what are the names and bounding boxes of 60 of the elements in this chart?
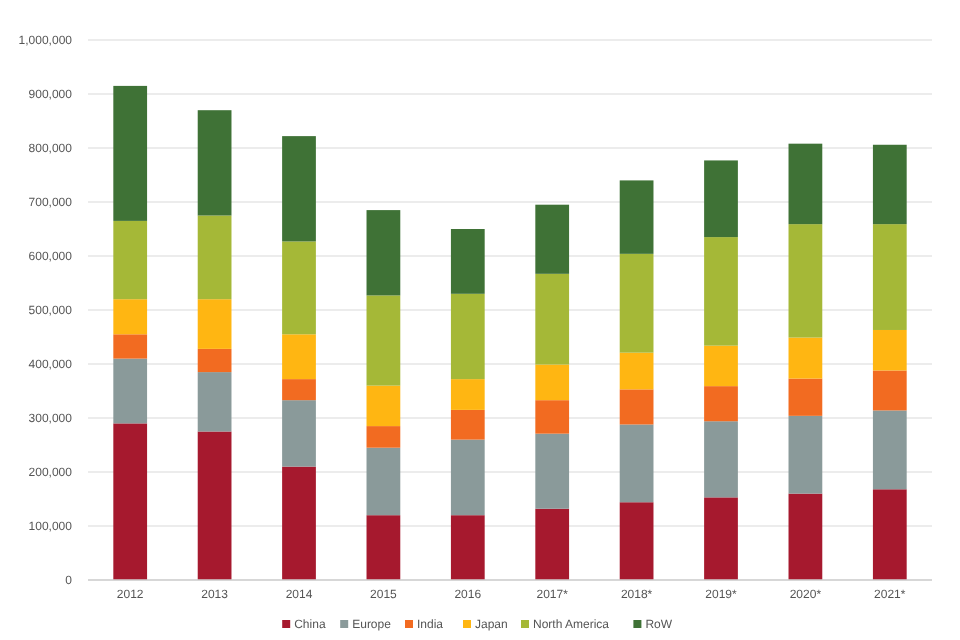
bar xyxy=(450,229,485,294)
bar xyxy=(619,389,654,425)
bar xyxy=(366,447,401,516)
bar xyxy=(872,410,907,490)
bar xyxy=(197,372,232,432)
bar xyxy=(197,431,232,580)
bar xyxy=(282,466,316,580)
bar xyxy=(619,180,654,254)
bar xyxy=(197,215,232,300)
bar xyxy=(619,352,654,390)
bar xyxy=(450,379,485,410)
bar xyxy=(282,241,316,335)
bar xyxy=(872,329,907,371)
bar xyxy=(535,273,570,365)
bar xyxy=(535,204,570,274)
bar xyxy=(619,253,654,353)
bar xyxy=(450,439,485,516)
bar xyxy=(704,237,738,346)
bar xyxy=(704,160,738,238)
bar xyxy=(788,378,823,416)
bar xyxy=(704,345,738,387)
bar xyxy=(113,358,148,424)
bar xyxy=(197,110,232,216)
bar xyxy=(535,400,570,434)
bar xyxy=(535,508,570,580)
bar xyxy=(282,400,316,467)
bar xyxy=(872,144,907,225)
bar xyxy=(450,409,485,440)
bar xyxy=(788,337,823,379)
bar xyxy=(366,426,401,448)
bar xyxy=(788,493,823,580)
bar xyxy=(113,423,148,580)
bar xyxy=(113,334,148,359)
bar xyxy=(704,497,738,580)
bar xyxy=(704,386,738,422)
bar xyxy=(366,385,401,427)
bar xyxy=(282,334,316,380)
bar xyxy=(450,515,485,580)
bar xyxy=(788,224,823,338)
bar xyxy=(788,415,823,494)
bar xyxy=(704,421,738,498)
bar xyxy=(366,515,401,580)
bar xyxy=(450,293,485,380)
bar xyxy=(366,295,401,386)
bar xyxy=(872,224,907,330)
bar xyxy=(535,364,570,401)
bar xyxy=(197,299,232,349)
bar xyxy=(113,85,148,221)
bar xyxy=(872,370,907,411)
bar xyxy=(788,143,823,225)
bar xyxy=(535,433,570,509)
bar xyxy=(113,220,148,300)
bar xyxy=(197,348,232,373)
bar xyxy=(619,502,654,580)
bar xyxy=(113,299,148,335)
bar xyxy=(282,136,316,242)
bar xyxy=(282,379,316,401)
bar xyxy=(366,210,401,296)
bar xyxy=(619,424,654,503)
bar xyxy=(872,489,907,580)
